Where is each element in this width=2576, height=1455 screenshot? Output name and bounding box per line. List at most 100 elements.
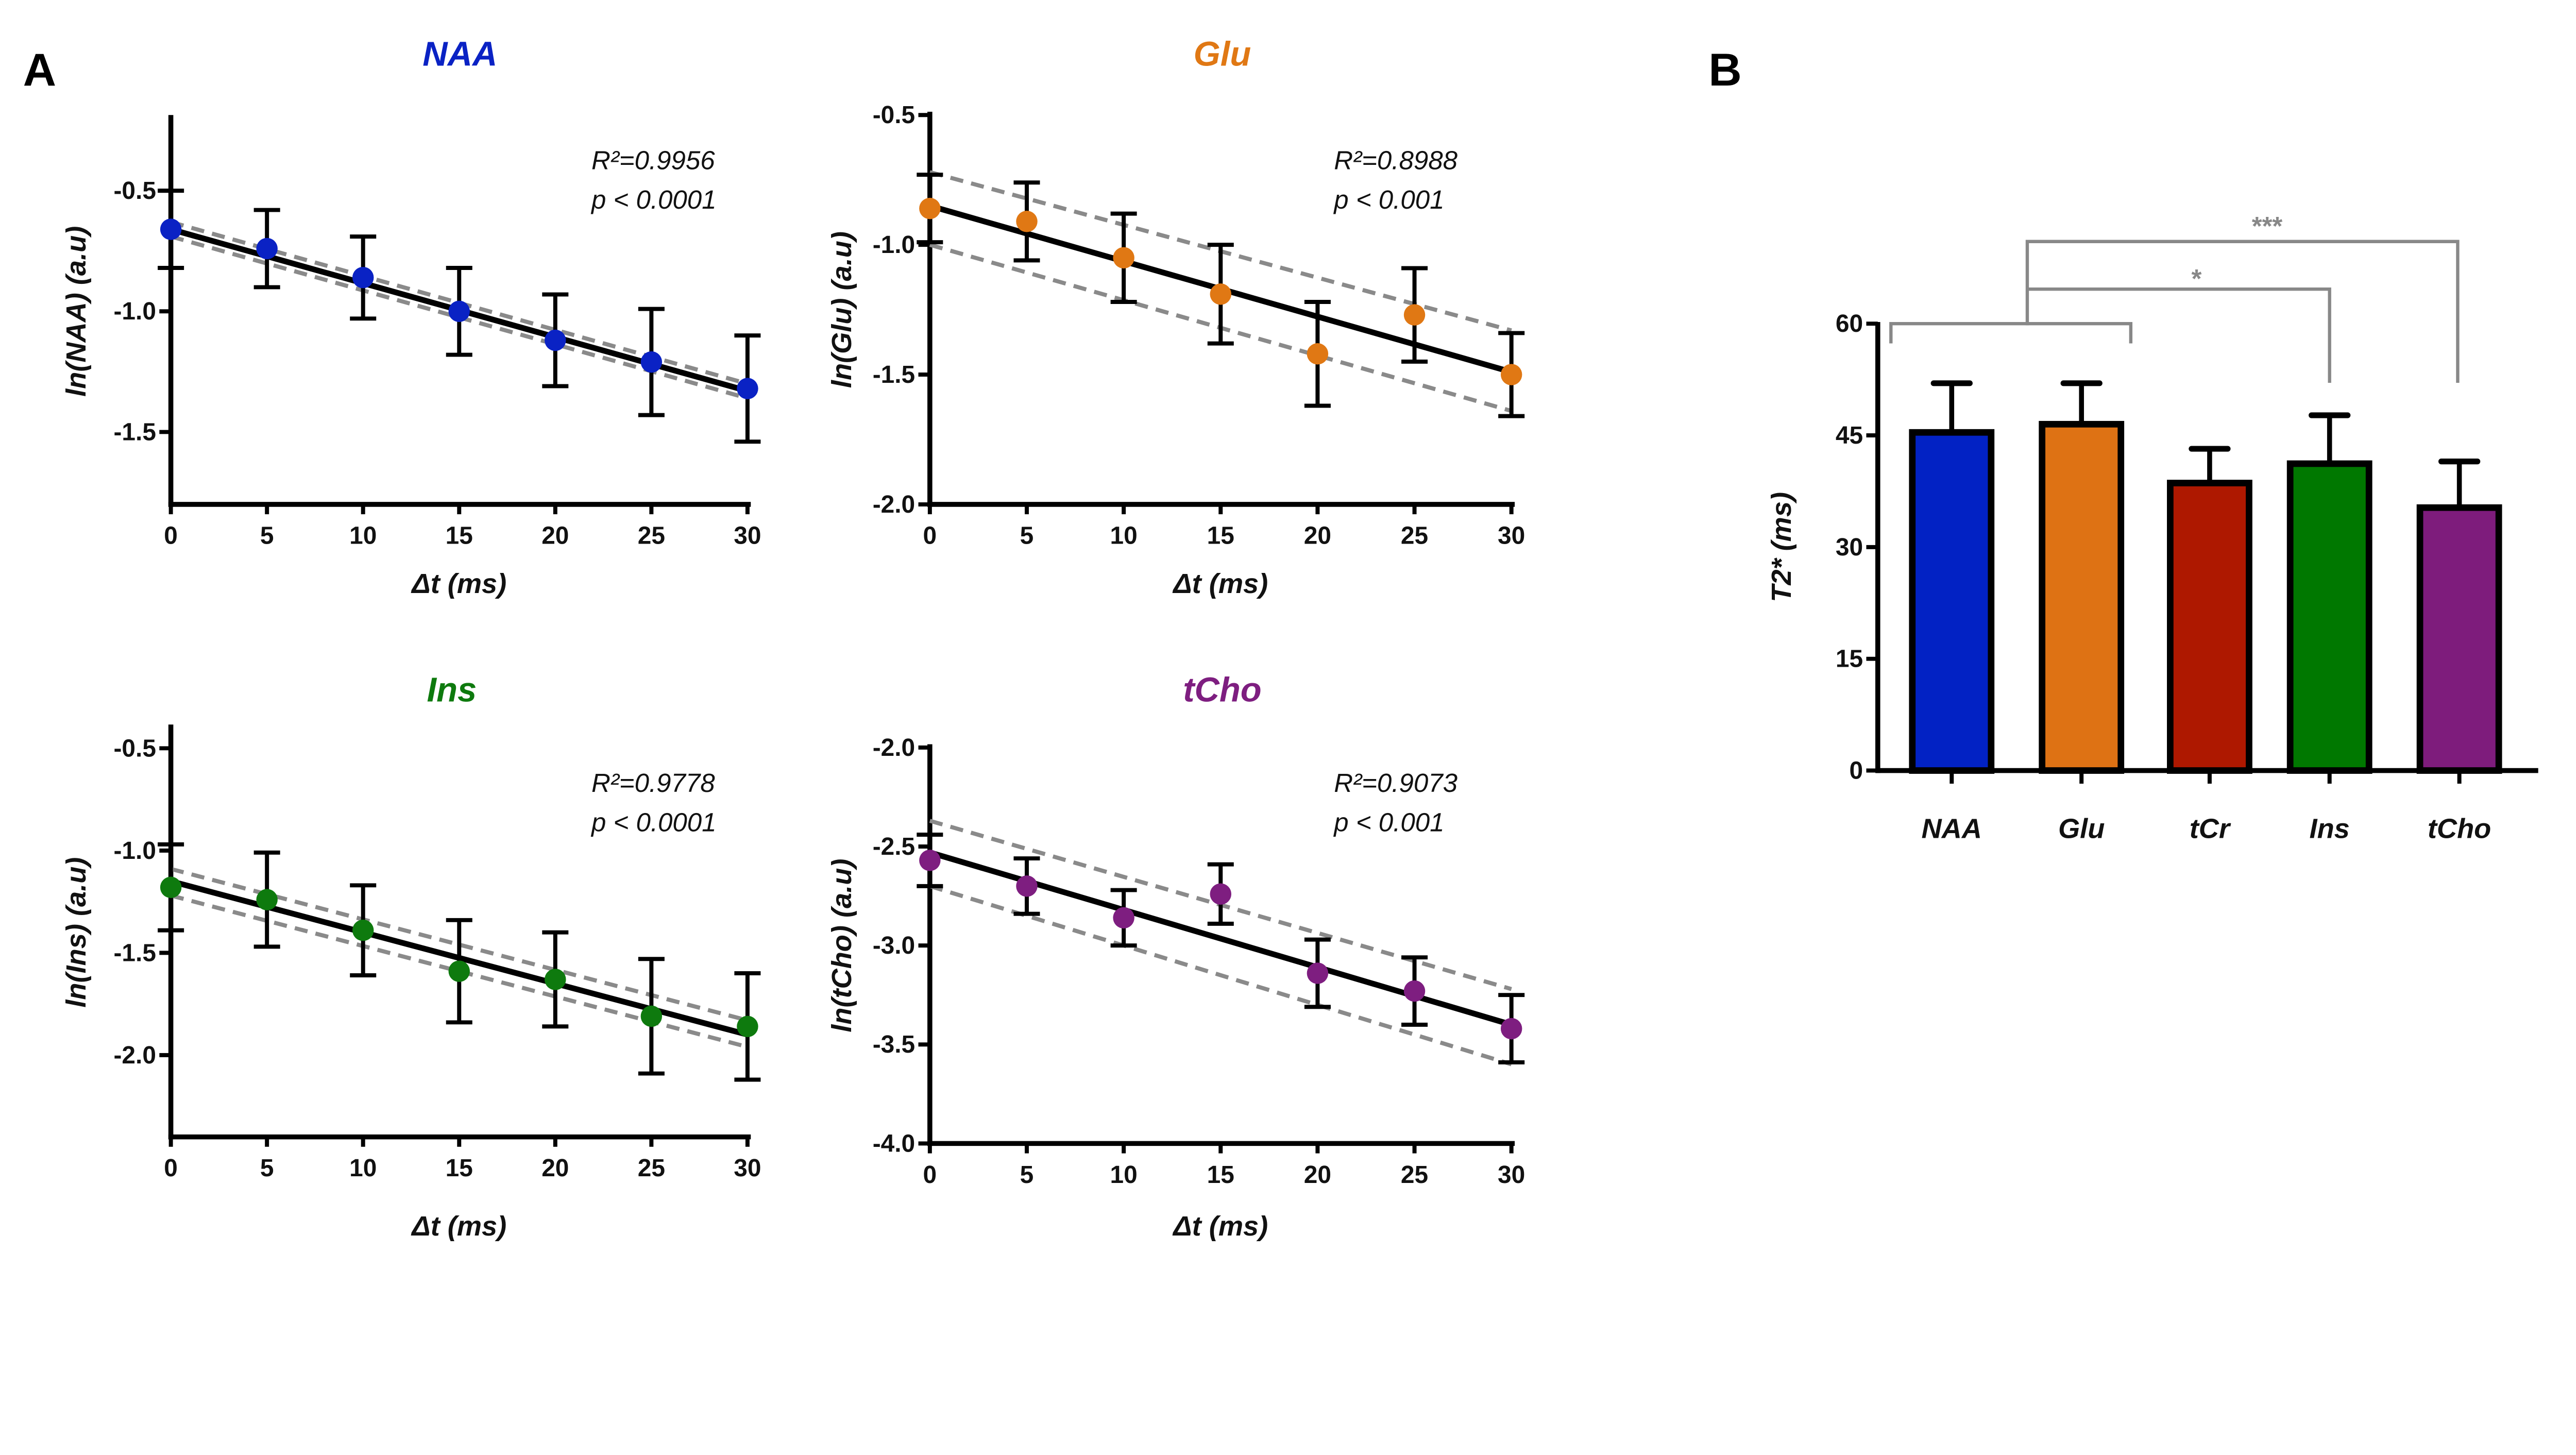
data-point — [256, 238, 278, 260]
y-tick-label: -2.5 — [873, 833, 915, 860]
y-tick-label: -3.5 — [873, 1031, 915, 1058]
x-tick-label: 20 — [1304, 522, 1331, 549]
y-tick-label: -2.0 — [114, 1042, 156, 1069]
data-point — [352, 919, 374, 941]
y-axis-label: T2* (ms) — [1766, 492, 1797, 602]
x-tick-label: 0 — [923, 1161, 937, 1189]
x-tick-label: 5 — [260, 522, 274, 549]
x-tick-label: 20 — [541, 1155, 569, 1182]
bar-tcr — [2166, 480, 2252, 774]
data-point — [160, 876, 182, 899]
bar-glu — [2039, 420, 2125, 774]
data-point — [919, 850, 941, 871]
x-tick-label: 15 — [1207, 1161, 1234, 1189]
x-tick-label: 15 — [446, 522, 473, 549]
panel-label-a: A — [23, 44, 56, 95]
bar-ins — [2286, 460, 2372, 774]
x-tick-label: Ins — [2310, 813, 2350, 844]
data-point — [737, 1016, 758, 1037]
chart-title: Ins — [427, 671, 477, 709]
chart-naa: NAA 0 5 10 15 20 25 30 -0.5 -1.0 -1.5 Δt (ms) ln(NAA… — [61, 35, 761, 600]
chart-ins: Ins 0 5 10 15 20 25 30 -0.5 -1.0 -1.5 -2.0 Δt (ms) ln… — [61, 671, 761, 1242]
r-squared-annotation: R²=0.9956 — [591, 145, 715, 175]
bar-tcho — [2416, 504, 2502, 774]
r-squared-annotation: R²=0.8988 — [1334, 145, 1458, 175]
y-tick-label: -4.0 — [873, 1130, 915, 1157]
x-tick-label: tCr — [2190, 813, 2231, 844]
panel-label-b: B — [1708, 44, 1741, 95]
y-tick-label: -3.0 — [873, 932, 915, 959]
x-axis-label: Δt (ms) — [1172, 1211, 1268, 1242]
y-tick-label: 60 — [1836, 310, 1863, 337]
data-point — [1500, 1018, 1522, 1040]
y-tick-label: -2.0 — [873, 734, 915, 762]
x-tick-label: 0 — [923, 522, 937, 549]
x-tick-label: 5 — [1020, 522, 1034, 549]
significance-bracket-ins — [2027, 287, 2331, 383]
data-point — [545, 969, 566, 990]
y-tick-label: 0 — [1849, 757, 1863, 784]
data-point — [640, 351, 663, 373]
x-tick-label: 20 — [1304, 1161, 1331, 1189]
chart-title: Glu — [1194, 35, 1251, 74]
ci-lower-line — [929, 884, 1512, 1067]
p-value-annotation: p < 0.0001 — [590, 185, 717, 214]
y-tick-label: -1.0 — [114, 298, 156, 325]
y-tick-label: -2.0 — [873, 491, 915, 518]
x-tick-label: 10 — [1110, 1161, 1138, 1189]
x-tick-label: 10 — [349, 522, 377, 549]
y-tick-label: -0.5 — [114, 735, 156, 762]
x-tick-label: 30 — [1498, 1161, 1525, 1189]
x-tick-label: 30 — [1498, 522, 1525, 549]
y-tick-label: -0.5 — [114, 177, 156, 205]
x-tick-label: 15 — [446, 1155, 473, 1182]
data-point — [1113, 907, 1134, 929]
y-axis-label: ln(tCho) (a.u) — [826, 859, 857, 1033]
y-tick-label: -1.5 — [114, 939, 156, 967]
p-value-annotation: p < 0.001 — [1333, 808, 1444, 837]
x-tick-label: Glu — [2058, 813, 2105, 844]
significance-bracket-tcho — [2025, 240, 2460, 383]
p-value-annotation: p < 0.0001 — [590, 808, 717, 837]
x-tick-label: 5 — [260, 1155, 274, 1182]
chart-title: NAA — [422, 35, 497, 74]
r-squared-annotation: R²=0.9073 — [1334, 768, 1458, 798]
data-point — [737, 378, 758, 399]
y-tick-label: -0.5 — [873, 101, 915, 129]
data-point — [448, 960, 470, 982]
x-axis-label: Δt (ms) — [411, 568, 506, 599]
y-axis-label: ln(Glu) (a.u) — [826, 231, 857, 388]
data-point — [919, 197, 941, 219]
x-tick-label: 25 — [1401, 522, 1428, 549]
chart-tcho: tCho 0 5 10 15 20 25 30 -2.0 -2.5 -3.0 -3.5 -4.0 Δt (… — [826, 671, 1525, 1242]
x-tick-label: 20 — [541, 522, 569, 549]
x-axis-label: Δt (ms) — [411, 1211, 506, 1242]
y-tick-label: -1.5 — [873, 361, 915, 388]
data-point — [640, 1005, 663, 1027]
data-point — [1016, 211, 1038, 232]
y-tick-label: -1.0 — [114, 837, 156, 865]
data-point — [1307, 343, 1329, 365]
data-point — [1210, 283, 1231, 305]
data-point — [256, 889, 278, 910]
x-tick-label: 30 — [734, 522, 761, 549]
y-tick-label: 30 — [1836, 534, 1863, 561]
charts-group: NAA 0 5 10 15 20 25 30 -0.5 -1.0 -1.5 Δt (ms) ln(NAA… — [61, 35, 2538, 1242]
y-tick-label: 15 — [1836, 646, 1863, 673]
significance-label: * — [2191, 264, 2201, 293]
y-axis-label: ln(Ins) (a.u) — [61, 857, 92, 1008]
data-point — [1210, 883, 1231, 905]
figure: A B NAA 0 5 10 15 20 25 30 -0.5 -1.0 -1.5 Δt (ms) ln… — [23, 35, 2538, 1242]
bar-naa — [1909, 429, 1995, 774]
x-tick-label: 25 — [638, 522, 665, 549]
y-tick-label: -1.5 — [114, 418, 156, 446]
y-axis-label: ln(NAA) (a.u) — [61, 226, 92, 397]
y-tick-label: -1.0 — [873, 231, 915, 259]
r-squared-annotation: R²=0.9778 — [591, 768, 715, 798]
x-axis-label: Δt (ms) — [1172, 568, 1268, 599]
x-tick-label: 10 — [1110, 522, 1138, 549]
data-point — [352, 266, 374, 289]
significance-label: *** — [2252, 211, 2283, 241]
x-tick-label: tCho — [2428, 813, 2491, 844]
x-tick-label: 15 — [1207, 522, 1234, 549]
